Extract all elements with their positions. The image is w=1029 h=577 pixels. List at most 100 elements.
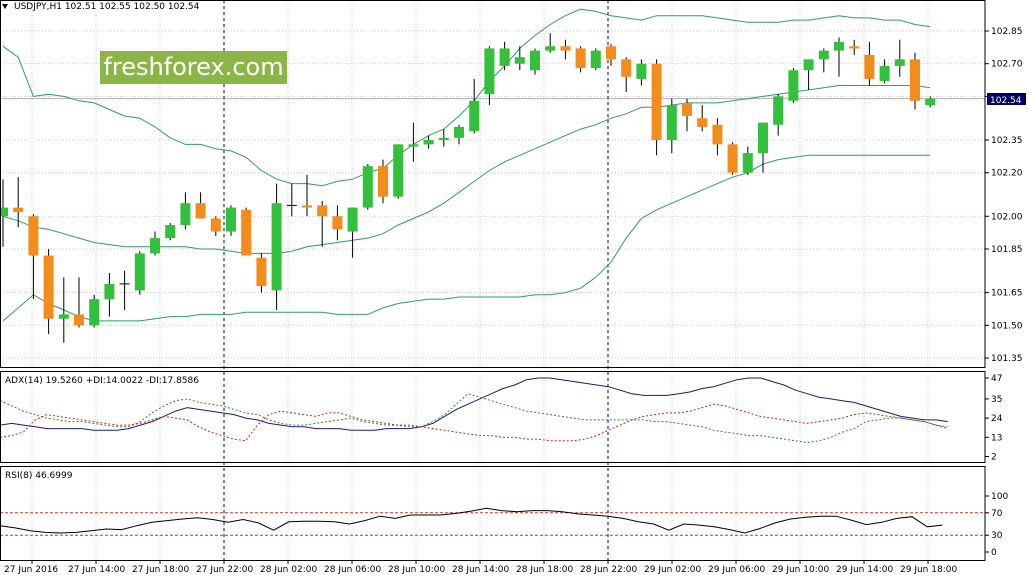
adx-series-adx <box>0 377 948 431</box>
candle-body <box>545 46 556 51</box>
candle-body <box>925 98 936 106</box>
bollinger-upper <box>2 8 931 187</box>
candle-body <box>195 203 206 219</box>
time-label: 28 Jun 22:00 <box>580 565 637 575</box>
candle <box>165 222 176 241</box>
time-label: 27 Jun 22:00 <box>196 565 253 575</box>
candle-body <box>651 63 662 141</box>
candle-body <box>879 65 890 82</box>
candle-body <box>606 46 616 60</box>
candle <box>864 41 875 86</box>
menu-triangle-icon[interactable] <box>2 4 8 9</box>
candle <box>849 39 860 55</box>
rsi-series <box>0 507 943 534</box>
candle-body <box>104 283 115 300</box>
panel-frame <box>0 0 986 368</box>
price-tick-label: 102.20 <box>991 169 1023 179</box>
candle-body <box>180 203 191 226</box>
candle-body <box>134 253 145 291</box>
candle-body <box>302 205 312 208</box>
candle <box>818 48 829 73</box>
candle-body <box>378 166 388 197</box>
candle-body <box>484 48 495 95</box>
candle-body <box>849 46 860 49</box>
bollinger-middle <box>2 85 931 254</box>
candle <box>256 253 267 293</box>
adx-series-plusminus-di <box>0 393 948 444</box>
candle-body <box>438 137 449 140</box>
candle-body <box>758 122 768 154</box>
price-tick-label: 101.35 <box>991 354 1023 364</box>
candle-body <box>560 46 571 51</box>
candle-body <box>666 105 677 140</box>
candle <box>803 59 814 90</box>
candle <box>74 277 84 328</box>
candle-body <box>469 100 480 132</box>
price-tick-label: 101.50 <box>991 321 1023 331</box>
adx-header: ADX(14) 19.5260 +DI:14.0022 -DI:17.8586 <box>5 376 199 386</box>
candle-body <box>530 50 540 71</box>
candle-body <box>803 59 814 71</box>
time-label: 28 Jun 02:00 <box>260 565 317 575</box>
price-tick-label: 102.70 <box>991 60 1023 70</box>
time-label: 29 Jun 06:00 <box>708 565 765 575</box>
time-label: 29 Jun 02:00 <box>644 565 701 575</box>
candle <box>651 59 662 156</box>
candle <box>697 105 708 132</box>
candle <box>910 52 920 110</box>
candle <box>28 214 39 300</box>
candle <box>773 94 784 136</box>
candle-body <box>621 59 632 77</box>
candle-body <box>697 118 708 127</box>
candle <box>454 124 464 145</box>
candle <box>347 207 358 258</box>
candle <box>408 122 419 162</box>
candle <box>438 129 449 147</box>
candle <box>210 216 221 236</box>
candle-body <box>347 207 358 232</box>
candle-body <box>226 207 236 232</box>
candle-body <box>575 48 586 69</box>
candle <box>636 59 647 86</box>
candle-body <box>241 209 252 256</box>
candle-body <box>454 126 464 138</box>
candle <box>894 39 905 77</box>
time-label: 28 Jun 10:00 <box>388 565 445 575</box>
adx-tick-label: 47 <box>991 374 1002 384</box>
rsi-tick-label: 0 <box>991 548 997 558</box>
logo: freshforex.com <box>103 53 284 81</box>
candle-body <box>499 48 510 66</box>
current-price-label: 102.54 <box>990 96 1022 106</box>
candle <box>302 174 312 217</box>
candle <box>150 231 160 256</box>
candle <box>560 39 571 60</box>
candle <box>499 41 510 71</box>
time-label: 29 Jun 10:00 <box>772 565 829 575</box>
bollinger-lower <box>2 154 931 322</box>
candle-body <box>834 41 844 51</box>
candle <box>788 68 799 103</box>
candle <box>606 44 616 66</box>
candle <box>134 251 145 295</box>
candle <box>742 146 753 175</box>
candle <box>712 118 723 156</box>
candle <box>180 192 191 230</box>
time-label: 27 Jun 2016 <box>4 565 58 575</box>
candle-body <box>332 216 343 230</box>
candle <box>423 135 434 149</box>
time-label: 28 Jun 18:00 <box>516 565 573 575</box>
candle <box>332 205 343 241</box>
rsi-header: RSI(8) 46.6999 <box>5 471 73 481</box>
candle <box>879 59 890 84</box>
candle <box>621 57 632 93</box>
candle <box>241 207 252 256</box>
rsi-tick-label: 100 <box>991 492 1008 502</box>
candle-body <box>910 59 920 101</box>
candle-body <box>150 238 160 254</box>
candle-body <box>742 153 753 173</box>
adx-tick-label: 13 <box>991 433 1002 443</box>
panel-frame <box>0 371 986 463</box>
price-tick-label: 102.35 <box>991 136 1023 146</box>
candle-body <box>89 299 100 326</box>
